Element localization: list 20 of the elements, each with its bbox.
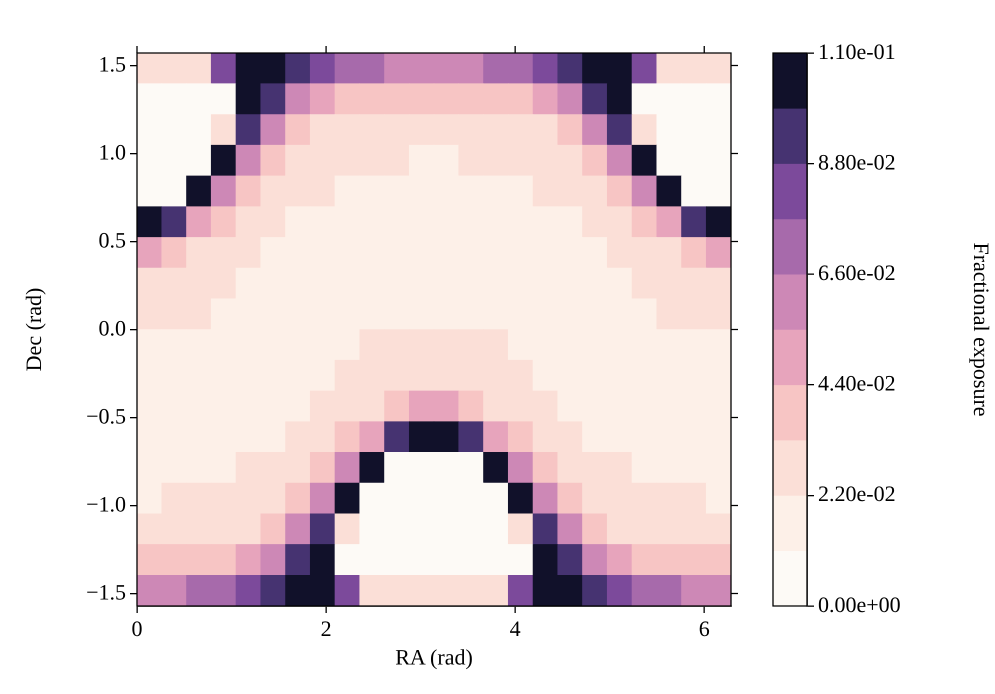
- x-axis-title: RA (rad): [395, 644, 473, 670]
- color-bar-label: 6.60e-02: [818, 260, 896, 285]
- color-bar-label: 1.10e-01: [818, 38, 896, 64]
- y-tick-label: 0.5: [98, 227, 126, 252]
- y-tick-label: −0.5: [86, 403, 126, 428]
- color-bar-label: 8.80e-02: [818, 149, 896, 174]
- x-tick-label: 0: [132, 616, 142, 641]
- x-tick-label: 2: [320, 616, 332, 641]
- x-tick-label: 6: [698, 616, 710, 641]
- y-tick-label: 0.0: [98, 315, 126, 340]
- color-bar-label: 2.20e-02: [818, 481, 896, 506]
- y-tick-label: 1.5: [98, 51, 126, 76]
- color-bar-label: 0.00e+00: [818, 592, 901, 617]
- color-bar-label: 4.40e-02: [818, 370, 896, 396]
- y-tick-label: −1.0: [86, 491, 126, 516]
- y-tick-label: 1.0: [98, 139, 126, 164]
- y-tick-label: −1.5: [86, 579, 126, 604]
- color-bar-title: Fractional exposure: [969, 242, 994, 417]
- y-axis-title: Dec (rad): [20, 288, 46, 372]
- x-tick-label: 4: [510, 616, 521, 641]
